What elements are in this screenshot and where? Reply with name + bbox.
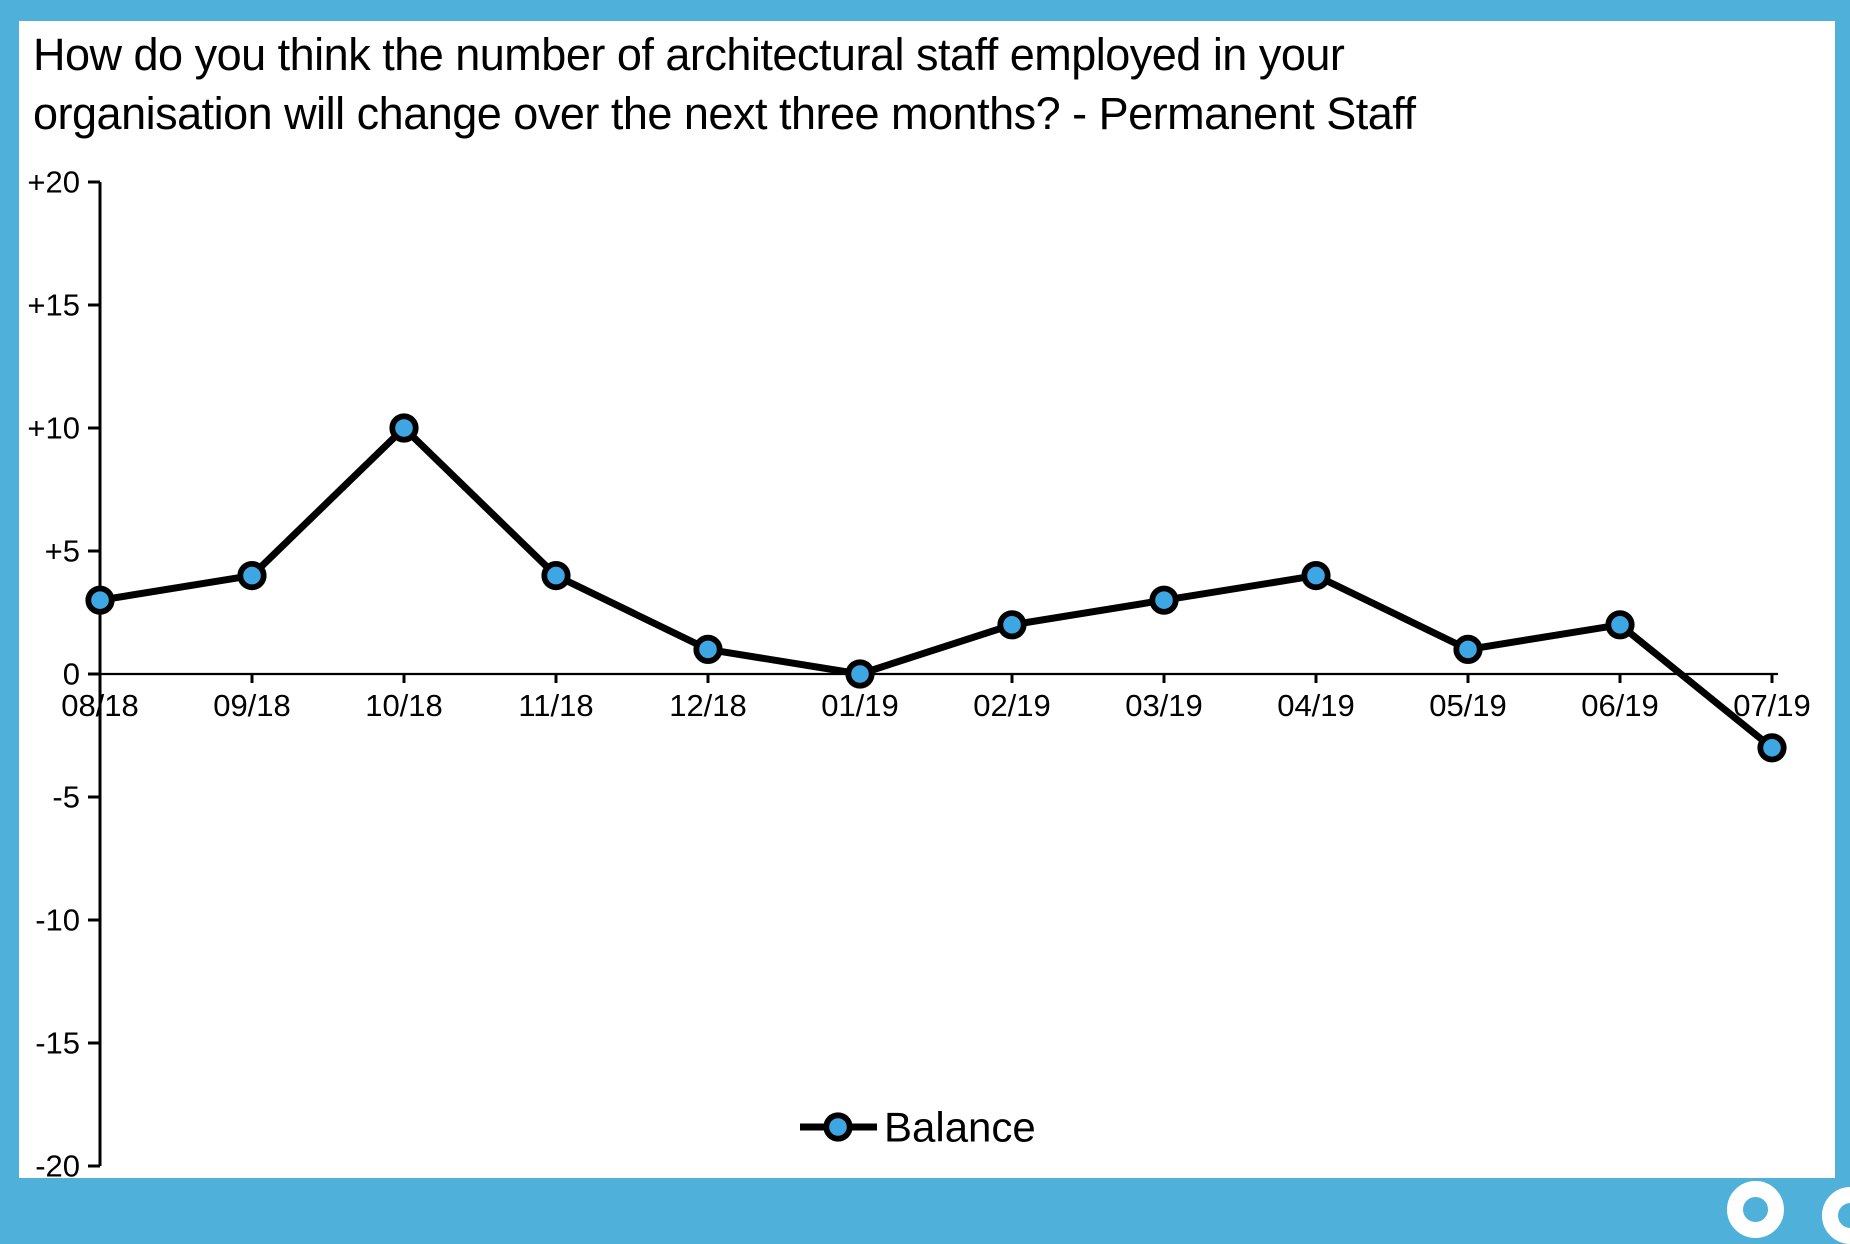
page-frame: { "frame": { "border_color": "#4FB0D9", … xyxy=(19,21,1850,1244)
x-axis-label: 10/18 xyxy=(365,688,443,723)
balance-data-point xyxy=(389,413,419,443)
balance-data-point xyxy=(1605,610,1635,640)
y-axis-label: +20 xyxy=(27,165,80,200)
x-axis-label: 08/18 xyxy=(61,688,139,723)
decor-ring-right xyxy=(1822,1187,1850,1244)
balance-data-point xyxy=(541,560,571,591)
x-axis-label: 12/18 xyxy=(669,688,747,723)
balance-data-point xyxy=(845,659,875,689)
balance-series-line xyxy=(99,424,1775,751)
x-axis-label: 07/19 xyxy=(1733,688,1811,723)
x-axis-label: 03/19 xyxy=(1125,688,1203,723)
balance-data-point xyxy=(1301,560,1331,591)
balance-data-point xyxy=(237,560,267,591)
chart-title-line1: How do you think the number of architect… xyxy=(33,29,1345,80)
x-axis-label: 06/19 xyxy=(1581,688,1659,723)
balance-data-point xyxy=(997,610,1027,640)
x-axis-label: 11/18 xyxy=(518,688,593,723)
balance-data-point xyxy=(1757,733,1787,763)
x-axis-label: 05/19 xyxy=(1429,688,1507,723)
y-axis-label: -15 xyxy=(35,1026,80,1061)
y-axis-label: +10 xyxy=(27,411,80,446)
y-axis-label: -5 xyxy=(52,780,80,815)
balance-line-chart: +20 +15 +10 +5 0 -5 -10 -15 -20 08/18 09/18 10/18 11… xyxy=(27,165,1811,1179)
legend-label: Balance xyxy=(884,1104,1036,1151)
x-axis-label: 02/19 xyxy=(973,688,1051,723)
x-axis-label: 09/18 xyxy=(213,688,291,723)
balance-data-point xyxy=(1453,634,1483,665)
chart-card: How do you think the number of architect… xyxy=(19,21,1835,1178)
decor-ring-left xyxy=(1727,1181,1784,1238)
x-axis-label: 04/19 xyxy=(1277,688,1355,723)
chart-title: How do you think the number of architect… xyxy=(33,25,1416,143)
y-axis-label: +15 xyxy=(27,288,80,323)
legend-marker-sample xyxy=(823,1112,853,1142)
y-axis-label: +5 xyxy=(45,534,80,569)
balance-data-point xyxy=(693,634,723,665)
y-axis-label: -20 xyxy=(35,1149,80,1179)
chart-title-line2: organisation will change over the next t… xyxy=(33,88,1416,139)
y-axis-label: -10 xyxy=(35,903,80,938)
y-axis-label: 0 xyxy=(63,657,80,692)
x-axis-label: 01/19 xyxy=(821,688,899,723)
balance-data-point xyxy=(1149,585,1179,615)
balance-data-point xyxy=(85,585,115,615)
